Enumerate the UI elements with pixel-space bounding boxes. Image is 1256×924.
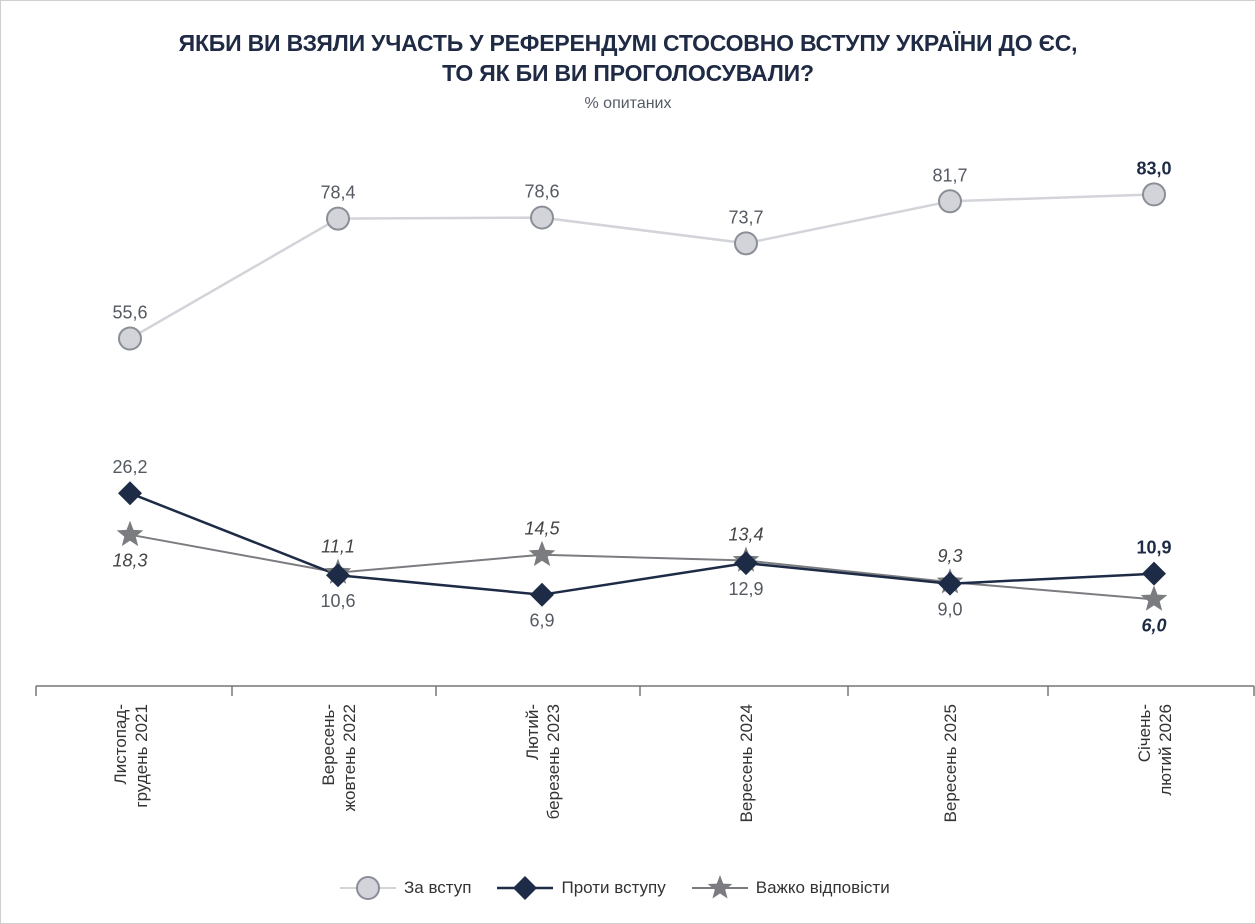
data-label-for-5: 83,0	[1136, 158, 1171, 178]
data-label-hard-5: 6,0	[1141, 615, 1166, 635]
data-label-hard-0: 18,3	[112, 551, 147, 571]
point-for-4	[938, 189, 962, 214]
point-against-5	[1142, 561, 1166, 586]
x-tick-label-1: Вересень-жовтень 2022	[319, 704, 359, 811]
x-tick-label-4: Вересень 2025	[941, 704, 960, 822]
legend-label-hard: Важко відповісти	[755, 878, 890, 897]
legend-label-for: За вступ	[404, 878, 472, 897]
data-label-hard-1: 11,1	[321, 537, 355, 557]
data-label-for-2: 78,6	[524, 182, 559, 202]
series-line-hard	[129, 533, 1155, 601]
data-label-against-0: 26,2	[112, 457, 147, 477]
data-label-against-2: 6,9	[529, 611, 554, 631]
data-label-hard-3: 13,4	[728, 525, 763, 545]
series-line-against	[129, 492, 1155, 596]
point-for-1	[326, 206, 350, 231]
series-line-for	[129, 193, 1155, 340]
data-label-for-3: 73,7	[728, 207, 763, 227]
x-tick-label-2: Лютий-березень 2023	[523, 704, 563, 819]
chart-subtitle: % опитаних	[584, 95, 672, 112]
point-against-2	[530, 582, 554, 607]
data-label-against-3: 12,9	[728, 579, 763, 599]
legend-item-for: За вступ	[340, 873, 471, 903]
x-tick-label-0: Листопад-грудень 2021	[111, 704, 151, 808]
legend: За вступ Проти вступу Важко відповісти	[340, 868, 916, 908]
point-hard-5	[1140, 585, 1168, 611]
legend-star-icon	[691, 875, 748, 899]
chart-title: ЯКБИ ВИ ВЗЯЛИ УЧАСТЬ У РЕФЕРЕНДУМІ СТОСО…	[0, 28, 1256, 88]
data-label-against-1: 10,6	[320, 591, 355, 611]
point-against-4	[938, 571, 962, 596]
chart-title-line-1: ЯКБИ ВИ ВЗЯЛИ УЧАСТЬ У РЕФЕРЕНДУМІ СТОСО…	[178, 30, 1078, 56]
x-tick-label-5: Січень-лютий 2026	[1135, 704, 1175, 796]
point-against-0	[118, 481, 142, 506]
data-label-for-4: 81,7	[932, 165, 967, 185]
point-for-0	[118, 326, 142, 351]
x-tick-label-3: Вересень 2024	[737, 704, 756, 822]
data-label-hard-2: 14,5	[524, 519, 560, 539]
legend-circle-icon	[340, 876, 396, 900]
legend-item-against: Проти вступу	[497, 873, 666, 903]
point-for-2	[530, 205, 554, 230]
point-hard-2	[528, 540, 556, 567]
legend-diamond-icon	[497, 876, 554, 900]
point-for-5	[1142, 182, 1166, 207]
point-against-3	[734, 551, 758, 576]
point-against-1	[326, 563, 350, 588]
chart-title-line-2: ТО ЯК БИ ВИ ПРОГОЛОСУВАЛИ?	[442, 60, 814, 86]
point-hard-0	[116, 520, 144, 547]
data-label-for-1: 78,4	[320, 183, 355, 203]
data-label-against-4: 9,0	[937, 600, 962, 620]
data-label-hard-4: 9,3	[937, 546, 962, 566]
point-for-3	[734, 231, 758, 256]
data-label-against-5: 10,9	[1136, 538, 1171, 558]
data-label-for-0: 55,6	[112, 303, 147, 323]
legend-item-hard: Важко відповісти	[691, 873, 890, 903]
legend-label-against: Проти вступу	[561, 878, 666, 897]
